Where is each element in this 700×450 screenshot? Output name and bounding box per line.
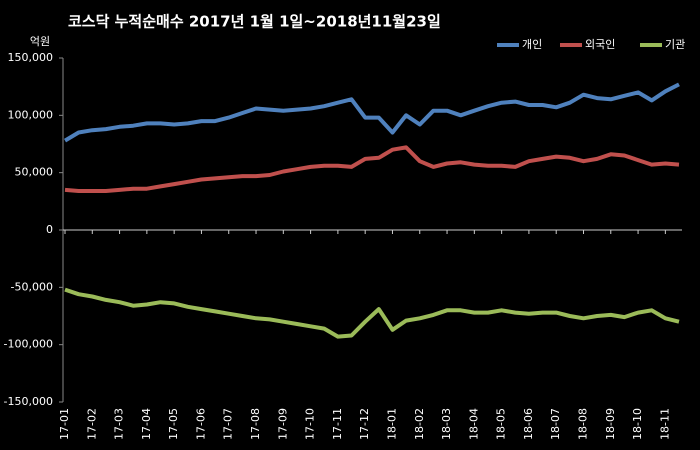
- x-tick-label: 17-12: [358, 408, 371, 440]
- x-tick-label: 18-06: [522, 408, 535, 440]
- x-tick-label: 17-06: [194, 408, 207, 440]
- x-tick-label: 17-01: [58, 408, 71, 440]
- chart-title: 코스닥 누적순매수 2017년 1월 1일~2018년11월23일: [68, 13, 441, 31]
- series-line: [64, 287, 680, 339]
- x-tick-label: 18-05: [495, 408, 508, 440]
- y-tick-label: 150,000: [8, 51, 54, 64]
- x-tick-label: 18-10: [631, 408, 644, 440]
- x-tick-label: 18-11: [658, 408, 671, 440]
- x-tick-label: 18-03: [440, 408, 453, 440]
- x-tick-label: 17-05: [167, 408, 180, 440]
- series-line: [64, 145, 680, 193]
- x-tick-label: 17-08: [249, 408, 262, 440]
- legend-label: 개인: [522, 38, 542, 51]
- x-tick-label: 18-02: [413, 408, 426, 440]
- x-tick-label: 17-02: [85, 408, 98, 440]
- y-tick-label: 50,000: [15, 166, 54, 179]
- x-tick-label: 18-08: [576, 408, 589, 440]
- legend-label: 외국인: [585, 38, 615, 51]
- y-tick-label: 100,000: [8, 108, 54, 121]
- legend-label: 기관: [665, 38, 685, 51]
- series-line: [63, 82, 680, 143]
- y-unit: 억원: [30, 35, 50, 48]
- x-tick-label: 18-04: [467, 408, 480, 440]
- x-tick-label: 17-07: [222, 408, 235, 440]
- x-tick-label: 17-04: [140, 408, 153, 440]
- x-tick-label: 18-09: [604, 408, 617, 440]
- y-tick-label: 0: [46, 223, 53, 236]
- x-tick-label: 17-09: [276, 408, 289, 440]
- x-tick-label: 18-07: [549, 408, 562, 440]
- y-tick-label: -150,000: [4, 395, 53, 408]
- x-tick-label: 17-03: [113, 408, 126, 440]
- y-tick-label: -50,000: [11, 280, 53, 293]
- y-tick-label: -100,000: [4, 338, 53, 351]
- x-tick-label: 18-01: [385, 408, 398, 440]
- x-tick-label: 17-10: [304, 408, 317, 440]
- x-tick-label: 17-11: [331, 408, 344, 440]
